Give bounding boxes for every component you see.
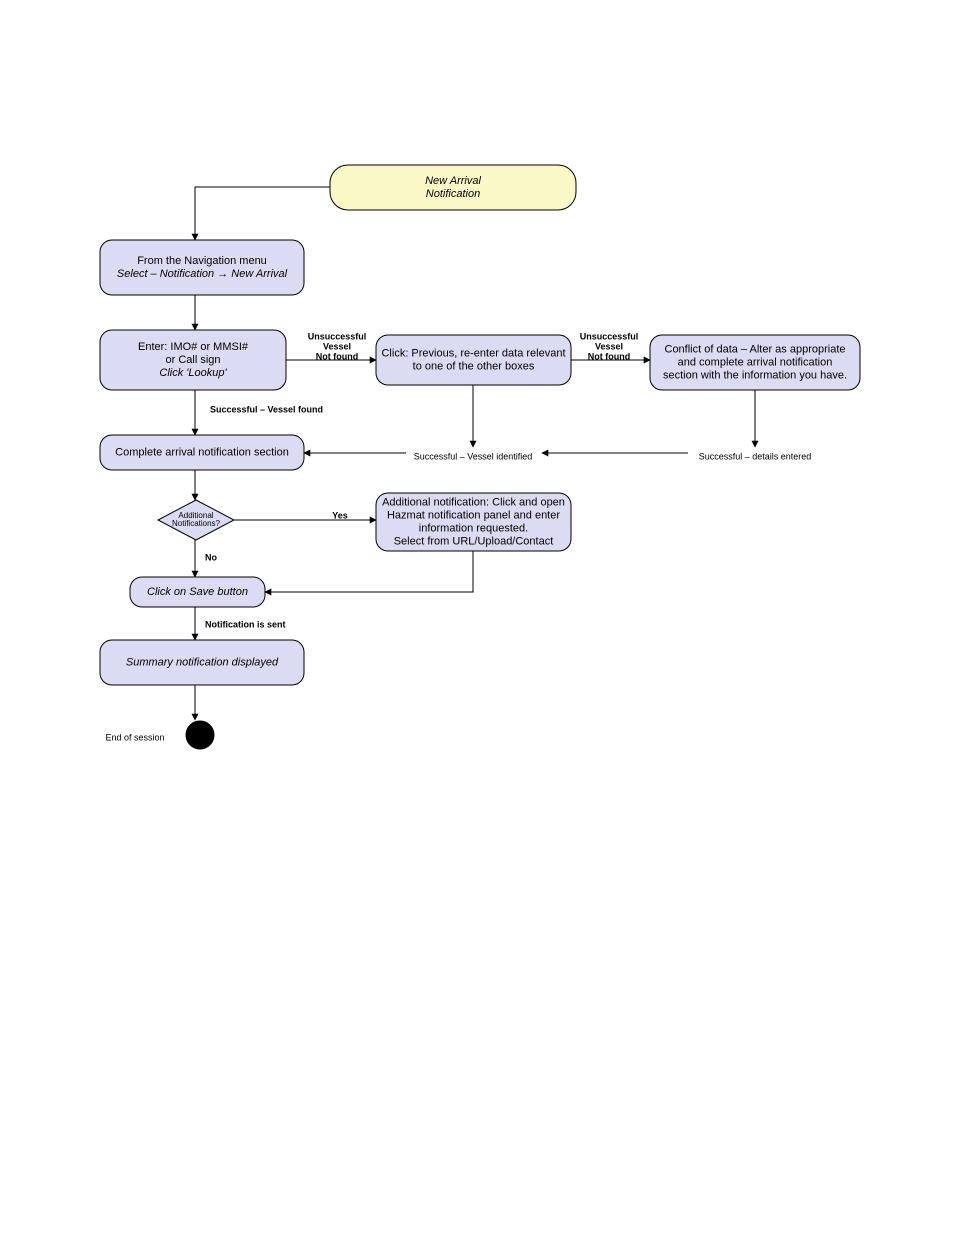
label-notif_sent: Notification is sent — [205, 619, 286, 629]
label-yes: Yes — [332, 510, 348, 520]
label-unsuccessful2: Vessel — [595, 341, 623, 351]
node-enter-label: Click 'Lookup' — [159, 367, 227, 379]
node-conflict-label: section with the information you have. — [663, 369, 847, 381]
node-conflict-label: Conflict of data – Alter as appropriate — [665, 343, 846, 355]
node-addl-label: Hazmat notification panel and enter — [387, 509, 560, 521]
label-unsuccessful1: Unsuccessful — [308, 331, 367, 341]
node-save-label: Click on Save button — [147, 586, 248, 598]
label-success_entered: Successful – details entered — [699, 451, 812, 461]
node-addl-label: information requested. — [419, 522, 528, 534]
node-conflict-label: and complete arrival notification — [678, 356, 833, 368]
label-no: No — [205, 552, 217, 562]
flow-edge — [195, 187, 330, 240]
node-end — [186, 721, 214, 749]
label-unsuccessful2: Not found — [588, 351, 630, 361]
label-end_of_session: End of session — [105, 732, 164, 742]
node-enter-label: Enter: IMO# or MMSI# — [138, 341, 249, 353]
node-complete-label: Complete arrival notification section — [115, 446, 289, 458]
node-start-label: Notification — [426, 188, 480, 200]
flow-edge — [265, 551, 473, 592]
node-addl-label: Additional notification: Click and open — [382, 496, 565, 508]
node-addl-label: Select from URL/Upload/Contact — [394, 535, 554, 547]
node-decision-label: Notifications? — [172, 519, 221, 528]
node-summary-label: Summary notification displayed — [126, 656, 279, 668]
node-start-label: New Arrival — [425, 175, 481, 187]
node-previous-label: to one of the other boxes — [413, 360, 535, 372]
label-unsuccessful2: Unsuccessful — [580, 331, 639, 341]
node-enter-label: or Call sign — [165, 354, 220, 366]
label-success_found: Successful – Vessel found — [210, 404, 323, 414]
node-previous-label: Click: Previous, re-enter data relevant — [381, 347, 565, 359]
node-nav-label: Select – Notification → New Arrival — [117, 268, 288, 280]
label-unsuccessful1: Vessel — [323, 341, 351, 351]
label-success_identified: Successful – Vessel identified — [414, 451, 533, 461]
label-unsuccessful1: Not found — [316, 351, 358, 361]
node-nav-label: From the Navigation menu — [137, 255, 267, 267]
